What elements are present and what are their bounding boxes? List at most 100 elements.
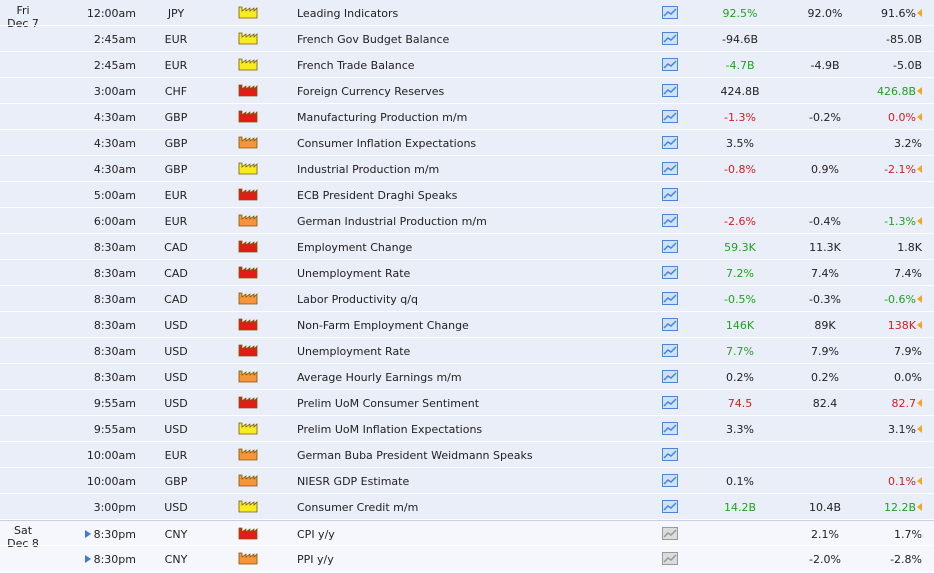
event-title[interactable]: German Industrial Production m/m [297, 215, 487, 228]
event-forecast [785, 78, 865, 103]
event-title[interactable]: Non-Farm Employment Change [297, 319, 469, 332]
revised-arrow-icon[interactable] [917, 87, 922, 95]
event-row[interactable]: 6:00am EUR German Industrial Production m/… [0, 208, 934, 234]
event-forecast [785, 416, 865, 441]
event-row[interactable]: 10:00am EUR German Buba President Weidmann… [0, 442, 934, 468]
revised-arrow-icon[interactable] [917, 399, 922, 407]
event-row[interactable]: 8:30am USD Unemployment Rate 7.7% 7.9% 7.9% [0, 338, 934, 364]
event-title[interactable]: French Gov Budget Balance [297, 33, 450, 46]
event-row[interactable]: 3:00pm USD Consumer Credit m/m 14.2B 10.4B 12… [0, 494, 934, 520]
event-title[interactable]: CPI y/y [297, 528, 335, 541]
detail-chart-icon[interactable] [662, 521, 680, 546]
event-actual: 92.5% [722, 7, 758, 20]
revised-arrow-icon[interactable] [917, 165, 922, 173]
event-title[interactable]: ECB President Draghi Speaks [297, 189, 458, 202]
detail-chart-icon[interactable] [662, 364, 680, 389]
event-row[interactable]: 9:55am USD Prelim UoM Consumer Sentiment 74… [0, 390, 934, 416]
event-title[interactable]: Consumer Credit m/m [297, 501, 419, 514]
factory-impact-icon [238, 182, 260, 207]
event-title[interactable]: Manufacturing Production m/m [297, 111, 468, 124]
event-row[interactable]: 3:00am CHF Foreign Currency Reserves 424.8B… [0, 78, 934, 104]
event-title[interactable]: French Trade Balance [297, 59, 415, 72]
revised-arrow-icon[interactable] [917, 477, 922, 485]
event-currency: GBP [164, 475, 188, 488]
event-forecast: 7.9% [811, 345, 839, 358]
event-title[interactable]: German Buba President Weidmann Speaks [297, 449, 533, 462]
detail-chart-icon[interactable] [662, 0, 680, 25]
revised-arrow-icon[interactable] [917, 321, 922, 329]
event-title[interactable]: Consumer Inflation Expectations [297, 137, 477, 150]
event-row[interactable]: 8:30am USD Average Hourly Earnings m/m 0.2%… [0, 364, 934, 390]
play-arrow-icon[interactable] [84, 555, 91, 563]
detail-chart-icon[interactable] [662, 390, 680, 415]
date-label-fri: Fri Dec 7 [0, 4, 46, 30]
detail-chart-icon[interactable] [662, 234, 680, 259]
event-row[interactable]: 8:30am CAD Labor Productivity q/q -0.5% -0.3… [0, 286, 934, 312]
event-row[interactable]: 12:00am JPY Leading Indicators 92.5% 92.0% 91… [0, 0, 934, 26]
event-time-text: 8:30am [93, 319, 136, 332]
event-time-text: 3:00pm [93, 501, 136, 514]
detail-chart-icon[interactable] [662, 130, 680, 155]
event-row[interactable]: 5:00am EUR ECB President Draghi Speaks [0, 182, 934, 208]
event-time-text: 8:30am [93, 371, 136, 384]
event-row[interactable]: 8:30am CAD Employment Change 59.3K 11.3K 1.8K [0, 234, 934, 260]
event-title[interactable]: Foreign Currency Reserves [297, 85, 445, 98]
revised-arrow-icon[interactable] [917, 503, 922, 511]
play-arrow-icon[interactable] [84, 530, 91, 538]
event-row[interactable]: 8:30am USD Non-Farm Employment Change 146K 8… [0, 312, 934, 338]
event-title[interactable]: Unemployment Rate [297, 267, 411, 280]
detail-chart-icon[interactable] [662, 260, 680, 285]
event-time: 8:30am [60, 364, 136, 389]
event-time: 8:30am [60, 260, 136, 285]
detail-chart-icon[interactable] [662, 312, 680, 337]
event-currency: USD [164, 319, 188, 332]
event-title[interactable]: Industrial Production m/m [297, 163, 440, 176]
event-previous-value: 0.1% [888, 475, 916, 488]
detail-chart-icon[interactable] [662, 78, 680, 103]
revised-arrow-icon[interactable] [917, 425, 922, 433]
detail-chart-icon[interactable] [662, 182, 680, 207]
detail-chart-icon[interactable] [662, 442, 680, 467]
event-title[interactable]: Prelim UoM Consumer Sentiment [297, 397, 480, 410]
event-row[interactable]: 9:55am USD Prelim UoM Inflation Expectatio… [0, 416, 934, 442]
detail-chart-icon[interactable] [662, 208, 680, 233]
event-previous: 3.2% [854, 130, 922, 155]
event-row[interactable]: 2:45am EUR French Gov Budget Balance -94.6B… [0, 26, 934, 52]
detail-chart-icon[interactable] [662, 494, 680, 519]
revised-arrow-icon[interactable] [917, 217, 922, 225]
detail-chart-icon[interactable] [662, 546, 680, 571]
event-title[interactable]: PPI y/y [297, 553, 334, 566]
revised-arrow-icon[interactable] [917, 113, 922, 121]
event-row[interactable]: 8:30pm CNY PPI y/y -2.0% -2.8% [0, 546, 934, 572]
event-previous: -2.1% [854, 156, 922, 181]
revised-arrow-icon[interactable] [917, 9, 922, 17]
event-title[interactable]: Prelim UoM Inflation Expectations [297, 423, 483, 436]
event-row[interactable]: 4:30am GBP Industrial Production m/m -0.8% 0… [0, 156, 934, 182]
event-title[interactable]: Unemployment Rate [297, 345, 411, 358]
detail-chart-icon[interactable] [662, 156, 680, 181]
event-actual [700, 182, 780, 207]
event-currency: GBP [164, 111, 188, 124]
detail-chart-icon[interactable] [662, 26, 680, 51]
event-actual: 14.2B [723, 501, 757, 514]
event-title[interactable]: Leading Indicators [297, 7, 399, 20]
event-row[interactable]: 10:00am GBP NIESR GDP Estimate 0.1% 0.1% [0, 468, 934, 494]
detail-chart-icon[interactable] [662, 338, 680, 363]
event-title[interactable]: Labor Productivity q/q [297, 293, 418, 306]
detail-chart-icon[interactable] [662, 52, 680, 77]
event-actual: 7.7% [726, 345, 754, 358]
event-row[interactable]: 8:30am CAD Unemployment Rate 7.2% 7.4% 7.4% [0, 260, 934, 286]
revised-arrow-icon[interactable] [917, 295, 922, 303]
event-row[interactable]: 4:30am GBP Manufacturing Production m/m -1.… [0, 104, 934, 130]
detail-chart-icon[interactable] [662, 416, 680, 441]
event-row[interactable]: 2:45am EUR French Trade Balance -4.7B -4.9B -… [0, 52, 934, 78]
detail-chart-icon[interactable] [662, 286, 680, 311]
event-row[interactable]: 8:30pm CNY CPI y/y 2.1% 1.7% [0, 520, 934, 546]
event-title[interactable]: Employment Change [297, 241, 413, 254]
event-title[interactable]: Average Hourly Earnings m/m [297, 371, 462, 384]
event-title[interactable]: NIESR GDP Estimate [297, 475, 410, 488]
detail-chart-icon[interactable] [662, 468, 680, 493]
event-row[interactable]: 4:30am GBP Consumer Inflation Expectations… [0, 130, 934, 156]
event-previous-value: 3.1% [888, 423, 916, 436]
detail-chart-icon[interactable] [662, 104, 680, 129]
